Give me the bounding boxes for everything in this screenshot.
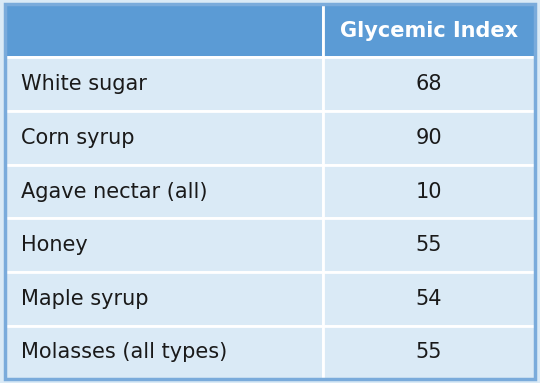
Bar bbox=[5, 218, 323, 272]
Bar bbox=[323, 111, 535, 165]
Text: 10: 10 bbox=[415, 182, 442, 201]
Bar bbox=[323, 165, 535, 218]
Bar bbox=[323, 326, 535, 379]
Text: 55: 55 bbox=[415, 342, 442, 362]
Text: Maple syrup: Maple syrup bbox=[21, 289, 149, 309]
Text: Agave nectar (all): Agave nectar (all) bbox=[21, 182, 208, 201]
Bar bbox=[323, 272, 535, 326]
Bar bbox=[323, 57, 535, 111]
Bar bbox=[5, 4, 323, 57]
Text: 90: 90 bbox=[415, 128, 442, 148]
Text: Molasses (all types): Molasses (all types) bbox=[21, 342, 227, 362]
Text: White sugar: White sugar bbox=[21, 74, 147, 94]
Bar bbox=[323, 218, 535, 272]
Bar bbox=[5, 165, 323, 218]
Text: Corn syrup: Corn syrup bbox=[21, 128, 135, 148]
Text: 68: 68 bbox=[415, 74, 442, 94]
Text: Glycemic Index: Glycemic Index bbox=[340, 21, 518, 41]
Text: 55: 55 bbox=[415, 235, 442, 255]
Bar bbox=[323, 4, 535, 57]
Bar bbox=[5, 57, 323, 111]
Bar bbox=[5, 111, 323, 165]
Bar bbox=[5, 326, 323, 379]
Text: Honey: Honey bbox=[21, 235, 88, 255]
Text: 54: 54 bbox=[415, 289, 442, 309]
Bar bbox=[5, 272, 323, 326]
